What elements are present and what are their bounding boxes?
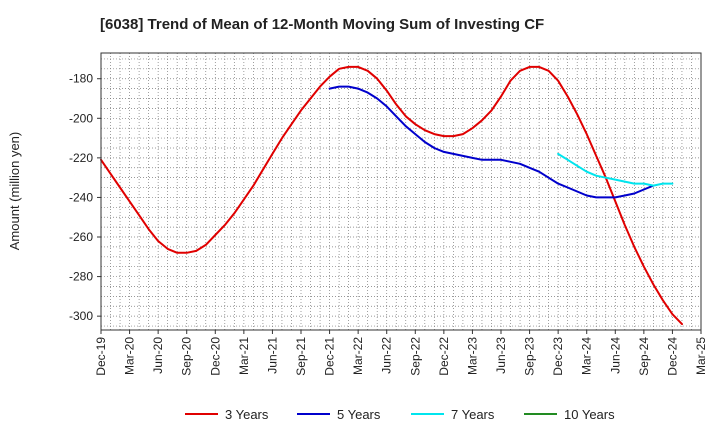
x-tick-label: Mar-22	[351, 337, 365, 375]
x-tick-label: Dec-20	[208, 337, 222, 376]
y-tick-label: -180	[69, 72, 93, 86]
x-tick-label: Mar-21	[237, 337, 251, 375]
x-tick-label: Dec-19	[94, 337, 108, 376]
x-tick-label: Sep-22	[408, 337, 422, 376]
chart-title: [6038] Trend of Mean of 12-Month Moving …	[100, 16, 544, 33]
x-tick-label: Mar-24	[580, 337, 594, 375]
y-tick-label: -240	[69, 190, 93, 204]
x-tick-label: Dec-21	[323, 337, 337, 376]
legend-label-5-years: 5 Years	[337, 407, 381, 422]
x-tick-label: Sep-24	[637, 337, 651, 376]
plot-area	[101, 53, 701, 330]
legend: 3 Years 5 Years 7 Years 10 Years	[185, 407, 615, 422]
x-tick-label: Jun-24	[608, 337, 622, 374]
series-line-5-years	[328, 85, 655, 199]
y-tick-label: -220	[69, 151, 93, 165]
y-tick-label: -300	[69, 309, 93, 323]
legend-label-7-years: 7 Years	[451, 407, 495, 422]
legend-label-10-years: 10 Years	[564, 407, 615, 422]
series-line-3-years	[100, 65, 683, 326]
y-tick-label: -200	[69, 111, 93, 125]
y-axis-label: Amount (million yen)	[7, 132, 22, 251]
x-tick-label: Sep-21	[294, 337, 308, 376]
legend-label-3-years: 3 Years	[225, 407, 269, 422]
x-tick-label: Jun-23	[494, 337, 508, 374]
x-tick-label: Mar-20	[123, 337, 137, 375]
grid-lines	[101, 53, 701, 330]
series-line-7-years	[557, 152, 674, 187]
x-axis-ticks: Dec-19 Mar-20 Jun-20 Sep-20 Dec-20 Mar-21 Jun-…	[94, 330, 708, 376]
x-tick-label: Dec-24	[665, 337, 679, 376]
x-tick-label: Sep-20	[180, 337, 194, 376]
x-tick-label: Dec-23	[551, 337, 565, 376]
x-tick-label: Mar-23	[465, 337, 479, 375]
y-tick-label: -260	[69, 230, 93, 244]
series-lines	[100, 65, 683, 326]
x-tick-label: Jun-22	[380, 337, 394, 374]
x-tick-label: Dec-22	[437, 337, 451, 376]
x-tick-label: Mar-25	[694, 337, 708, 375]
x-tick-label: Jun-21	[265, 337, 279, 374]
y-tick-label: -280	[69, 270, 93, 284]
x-tick-label: Jun-20	[151, 337, 165, 374]
y-axis-ticks: -180 -200 -220 -240 -260 -280 -300	[69, 72, 101, 323]
plot-frame	[100, 52, 702, 331]
x-tick-label: Sep-23	[523, 337, 537, 376]
plot-border	[100, 52, 702, 331]
plot-background	[101, 53, 701, 330]
